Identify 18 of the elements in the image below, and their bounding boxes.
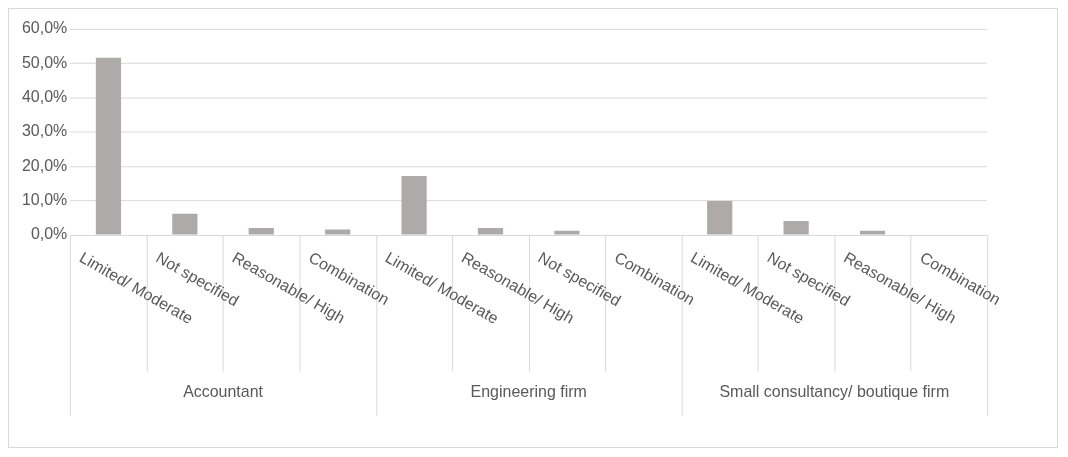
bar — [325, 229, 351, 235]
y-tick-label: 60,0% — [21, 19, 68, 37]
bar — [783, 220, 809, 235]
y-tick-label: 40,0% — [21, 88, 68, 105]
bar — [401, 175, 427, 235]
text: Small consultancy/ boutique firm — [719, 382, 950, 400]
bar — [95, 57, 122, 235]
y-tick-label: 30,0% — [21, 122, 68, 140]
text: Accountant — [183, 382, 264, 400]
bar — [477, 228, 504, 235]
bar — [248, 228, 274, 235]
y-tick-label: 20,0% — [21, 156, 68, 174]
text: Engineering firm — [470, 382, 587, 400]
bar — [172, 213, 198, 235]
y-tick-label: 0,0% — [30, 225, 68, 243]
y-tick-label: 10,0% — [21, 191, 68, 209]
bar — [707, 200, 733, 235]
y-tick-label: 50,0% — [21, 53, 68, 71]
